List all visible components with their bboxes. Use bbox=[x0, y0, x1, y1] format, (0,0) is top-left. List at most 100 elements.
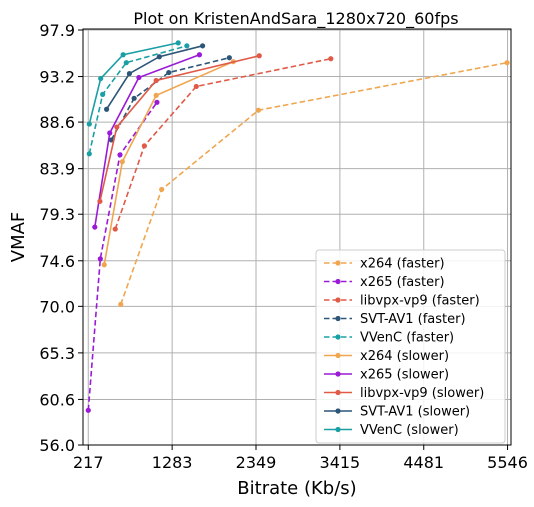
legend-label: libvpx-vp9 (faster) bbox=[360, 294, 480, 309]
y-tick-label: 74.6 bbox=[39, 252, 75, 271]
legend-marker bbox=[335, 278, 341, 285]
y-tick-label: 97.9 bbox=[39, 21, 75, 40]
legend-entry: VVenC (faster) bbox=[324, 331, 454, 346]
legend: x264 (faster) x265 (faster) libvpx-vp9 (fa… bbox=[315, 249, 506, 444]
legend-label: x264 (slower) bbox=[360, 349, 449, 364]
data-point bbox=[328, 56, 334, 62]
series-6 bbox=[92, 52, 203, 230]
legend-box bbox=[315, 249, 506, 444]
y-tick-label: 93.2 bbox=[39, 68, 75, 87]
series-line bbox=[103, 60, 234, 265]
x-tick-label: 4481 bbox=[403, 453, 444, 472]
y-axis-label: VMAF bbox=[8, 212, 29, 263]
series-7 bbox=[97, 53, 262, 204]
series-8 bbox=[104, 43, 206, 112]
data-point bbox=[101, 262, 107, 268]
series-line bbox=[88, 45, 188, 154]
data-point bbox=[98, 75, 104, 82]
y-tick-label: 79.3 bbox=[39, 205, 75, 224]
legend-marker bbox=[335, 334, 341, 340]
data-point bbox=[97, 198, 103, 204]
data-point bbox=[114, 124, 120, 130]
y-tick-label: 70.0 bbox=[39, 297, 75, 316]
data-point bbox=[126, 70, 133, 77]
legend-marker bbox=[335, 297, 341, 303]
x-tick-label: 217 bbox=[73, 453, 104, 472]
legend-label: x264 (faster) bbox=[360, 257, 445, 272]
data-point bbox=[153, 77, 159, 84]
data-point bbox=[118, 301, 124, 307]
data-point bbox=[166, 69, 172, 76]
legend-entry: libvpx-vp9 (faster) bbox=[324, 294, 480, 309]
legend-marker bbox=[335, 389, 341, 396]
data-point bbox=[141, 143, 147, 149]
legend-marker bbox=[335, 371, 341, 377]
data-point bbox=[156, 54, 162, 60]
series-5 bbox=[101, 59, 236, 268]
legend-label: libvpx-vp9 (slower) bbox=[360, 386, 484, 401]
data-point bbox=[119, 159, 125, 165]
data-point bbox=[123, 60, 129, 66]
data-point bbox=[100, 91, 106, 97]
data-point bbox=[112, 226, 118, 232]
series-line bbox=[105, 45, 203, 110]
data-point bbox=[153, 92, 159, 98]
ticks: 217 1283 2349 3415 4481 5546 56.0 60.6 65.3 70.0 7… bbox=[39, 21, 528, 472]
legend-marker bbox=[335, 426, 341, 433]
legend-marker bbox=[335, 352, 341, 359]
y-tick-label: 83.9 bbox=[39, 160, 75, 179]
series-line bbox=[120, 61, 508, 305]
legend-entry: SVT-AV1 (faster) bbox=[324, 312, 466, 327]
data-point bbox=[86, 121, 92, 127]
data-point bbox=[120, 52, 126, 58]
legend-entry: libvpx-vp9 (slower) bbox=[324, 386, 484, 401]
y-tick-label: 56.0 bbox=[39, 436, 75, 455]
chart-title: Plot on KristenAndSara_1280x720_60fps bbox=[133, 9, 458, 29]
series-4 bbox=[86, 43, 190, 157]
series-line bbox=[88, 42, 179, 125]
data-point bbox=[154, 99, 160, 105]
legend-entry: x265 (faster) bbox=[324, 275, 445, 290]
legend-marker bbox=[335, 408, 341, 414]
legend-label: SVT-AV1 (faster) bbox=[360, 312, 466, 327]
data-point bbox=[117, 152, 123, 158]
data-point bbox=[131, 95, 137, 101]
series-9 bbox=[86, 40, 181, 127]
series-group bbox=[85, 40, 510, 413]
plot-frame bbox=[82, 28, 512, 446]
legend-marker bbox=[335, 260, 341, 266]
series-2 bbox=[112, 56, 334, 232]
legend-entry: x265 (slower) bbox=[324, 368, 449, 383]
legend-marker bbox=[335, 315, 341, 322]
legend-label: SVT-AV1 (slower) bbox=[360, 405, 470, 420]
x-tick-label: 5546 bbox=[487, 453, 528, 472]
legend-entry: VVenC (slower) bbox=[324, 423, 459, 438]
legend-label: VVenC (faster) bbox=[360, 331, 454, 346]
data-point bbox=[104, 106, 110, 112]
legend-label: VVenC (slower) bbox=[360, 423, 459, 438]
data-point bbox=[85, 407, 91, 413]
legend-label: x265 (faster) bbox=[360, 275, 445, 290]
data-point bbox=[193, 83, 199, 90]
legend-entry: x264 (slower) bbox=[324, 349, 449, 364]
data-point bbox=[108, 137, 114, 143]
data-point bbox=[175, 40, 181, 46]
legend-label: x265 (slower) bbox=[360, 368, 449, 383]
series-line bbox=[94, 54, 200, 228]
data-point bbox=[97, 256, 103, 262]
data-point bbox=[255, 107, 262, 113]
data-point bbox=[196, 52, 203, 58]
series-line bbox=[114, 57, 331, 230]
data-point bbox=[159, 186, 165, 193]
series-0 bbox=[118, 60, 510, 307]
y-tick-label: 60.6 bbox=[39, 390, 75, 409]
data-point bbox=[199, 43, 206, 49]
data-point bbox=[184, 43, 190, 49]
data-point bbox=[226, 55, 232, 61]
x-axis-label: Bitrate (Kb/s) bbox=[237, 478, 356, 499]
data-point bbox=[256, 53, 262, 59]
data-point bbox=[107, 130, 113, 136]
data-point bbox=[136, 74, 142, 81]
y-tick-label: 65.3 bbox=[39, 344, 75, 363]
